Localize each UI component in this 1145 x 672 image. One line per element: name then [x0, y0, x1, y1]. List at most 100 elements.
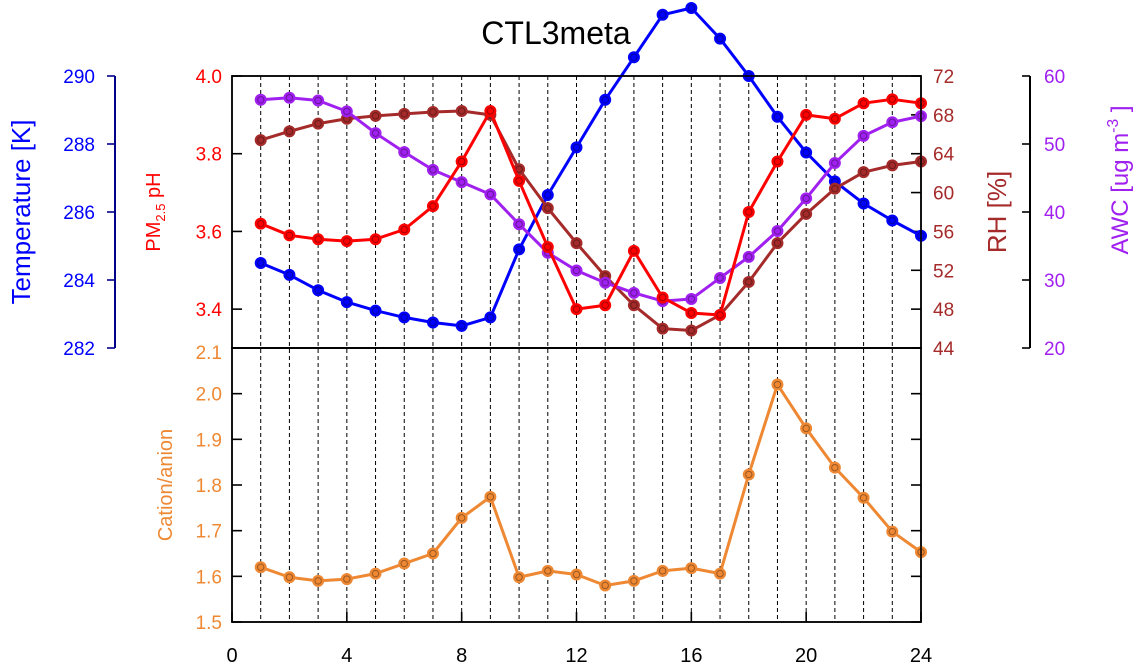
rh-series-point-ring	[888, 161, 896, 170]
temperature-series-point	[541, 189, 554, 201]
ph-series-point	[599, 299, 612, 312]
rh-series-point	[828, 182, 841, 195]
rh-series-point-ring	[371, 112, 380, 120]
ph-series-point	[426, 200, 439, 213]
temperature-series-point-ring	[343, 298, 351, 306]
awc-axis-tick-label: 40	[1044, 203, 1065, 224]
rh-series-point	[800, 207, 813, 220]
temperature-series-point-ring	[400, 313, 408, 322]
rh-series-point	[742, 275, 755, 288]
cation-series-point-ring	[745, 470, 753, 479]
temperature-series-point-ring	[572, 143, 581, 152]
temperature-series-point	[685, 2, 698, 14]
awc-series-point-ring	[687, 295, 696, 303]
rh-series-point-ring	[314, 119, 322, 128]
cation-series-point	[426, 547, 439, 560]
cation-series-point	[857, 491, 870, 504]
awc-series-point-ring	[400, 148, 408, 156]
cation-series-point	[742, 468, 755, 481]
cation-series-point	[627, 574, 640, 587]
x-tick-label: 8	[456, 645, 467, 667]
rh-series-point	[283, 125, 296, 138]
cation-series-point-ring	[831, 463, 839, 472]
rh-series-point-ring	[544, 204, 552, 212]
ph-series-point	[541, 240, 554, 253]
ph-series-point-ring	[257, 219, 265, 228]
cation-axis-tick-label: 1.8	[196, 476, 222, 497]
awc-axis-tick-label: 30	[1044, 271, 1065, 292]
ph-series-point	[771, 155, 784, 168]
ph-series-point	[886, 93, 899, 106]
cation-axis-tick-label: 2.1	[196, 343, 222, 364]
awc-series-point-ring	[343, 107, 351, 116]
awc-series-point-ring	[716, 274, 724, 282]
ph-series-point	[340, 235, 353, 248]
awc-axis-title-part: -3	[1105, 119, 1122, 133]
rh-series-point-ring	[745, 278, 753, 286]
cation-axis-tick-label: 1.7	[196, 522, 222, 543]
cation-series-point	[685, 562, 698, 575]
cation-series-point	[714, 567, 727, 580]
ph-series-point-ring	[572, 305, 581, 313]
cation-axis-title: Cation/anion	[155, 429, 177, 541]
ph-series-point-ring	[859, 99, 868, 107]
temperature-series-point	[398, 311, 411, 324]
awc-series-point	[513, 218, 526, 231]
ph-series-point-ring	[831, 115, 839, 123]
rh-series-point	[771, 237, 784, 250]
awc-axis-tick-label: 20	[1044, 339, 1065, 360]
ph-series-point-ring	[544, 243, 552, 251]
cation-series-point-ring	[658, 567, 667, 575]
ph-series-point	[627, 244, 640, 257]
awc-series-point	[426, 163, 439, 176]
rh-series-point	[426, 105, 439, 118]
temperature-series-point-ring	[371, 306, 380, 315]
bottom-panel-frame-overlay	[231, 347, 922, 623]
temperature-series-point-ring	[888, 216, 896, 225]
temperature-series-point	[627, 51, 640, 64]
rh-axis-tick-label: 64	[933, 145, 955, 166]
ph-series-point-ring	[314, 235, 322, 243]
temperature-series-point	[599, 93, 612, 106]
rh-series-point-ring	[429, 108, 437, 116]
cation-series-point-ring	[314, 577, 322, 585]
rh-axis-tick-label: 68	[933, 106, 954, 127]
x-tick-label: 12	[565, 645, 587, 667]
temperature-series-point	[857, 197, 870, 210]
cation-series-point-ring	[630, 577, 638, 585]
ph-series-point	[369, 233, 382, 246]
cation-series-point-ring	[257, 563, 265, 571]
temperature-series-point-ring	[544, 191, 552, 199]
rh-axis-tick-label: 72	[933, 67, 954, 88]
awc-series-point	[685, 293, 698, 306]
cation-series-point-ring	[486, 493, 495, 501]
ph-series-point	[714, 308, 727, 321]
ph-axis-title-part: pH	[143, 172, 165, 203]
rh-series-point	[455, 104, 468, 117]
ph-series-point-ring	[630, 247, 638, 255]
cation-axis-tick-label: 1.5	[196, 613, 222, 634]
ph-series-line	[260, 97, 922, 317]
rh-series-point-ring	[773, 239, 782, 247]
awc-series-point-ring	[601, 279, 609, 287]
awc-series-point-ring	[285, 94, 294, 102]
awc-series-point-ring	[371, 129, 380, 137]
ph-axis-tick-label: 4.0	[196, 67, 222, 88]
rh-series-point-ring	[257, 136, 265, 144]
rh-series-point-ring	[285, 127, 294, 136]
awc-series-point	[886, 116, 899, 129]
rh-series-point-ring	[658, 324, 667, 333]
cation-series-point-ring	[285, 573, 294, 581]
cation-series-point-ring	[429, 549, 437, 558]
ph-series-point-ring	[802, 111, 810, 119]
ph-series-point-ring	[400, 225, 408, 234]
cation-series-point	[570, 568, 583, 581]
rh-series-point-ring	[400, 110, 408, 118]
ph-series-point-ring	[601, 301, 609, 309]
awc-series-point	[800, 192, 813, 205]
cation-series-point-ring	[515, 573, 523, 581]
ph-series-point	[570, 303, 583, 316]
rh-series-point	[570, 237, 583, 250]
awc-series-point	[484, 188, 497, 201]
